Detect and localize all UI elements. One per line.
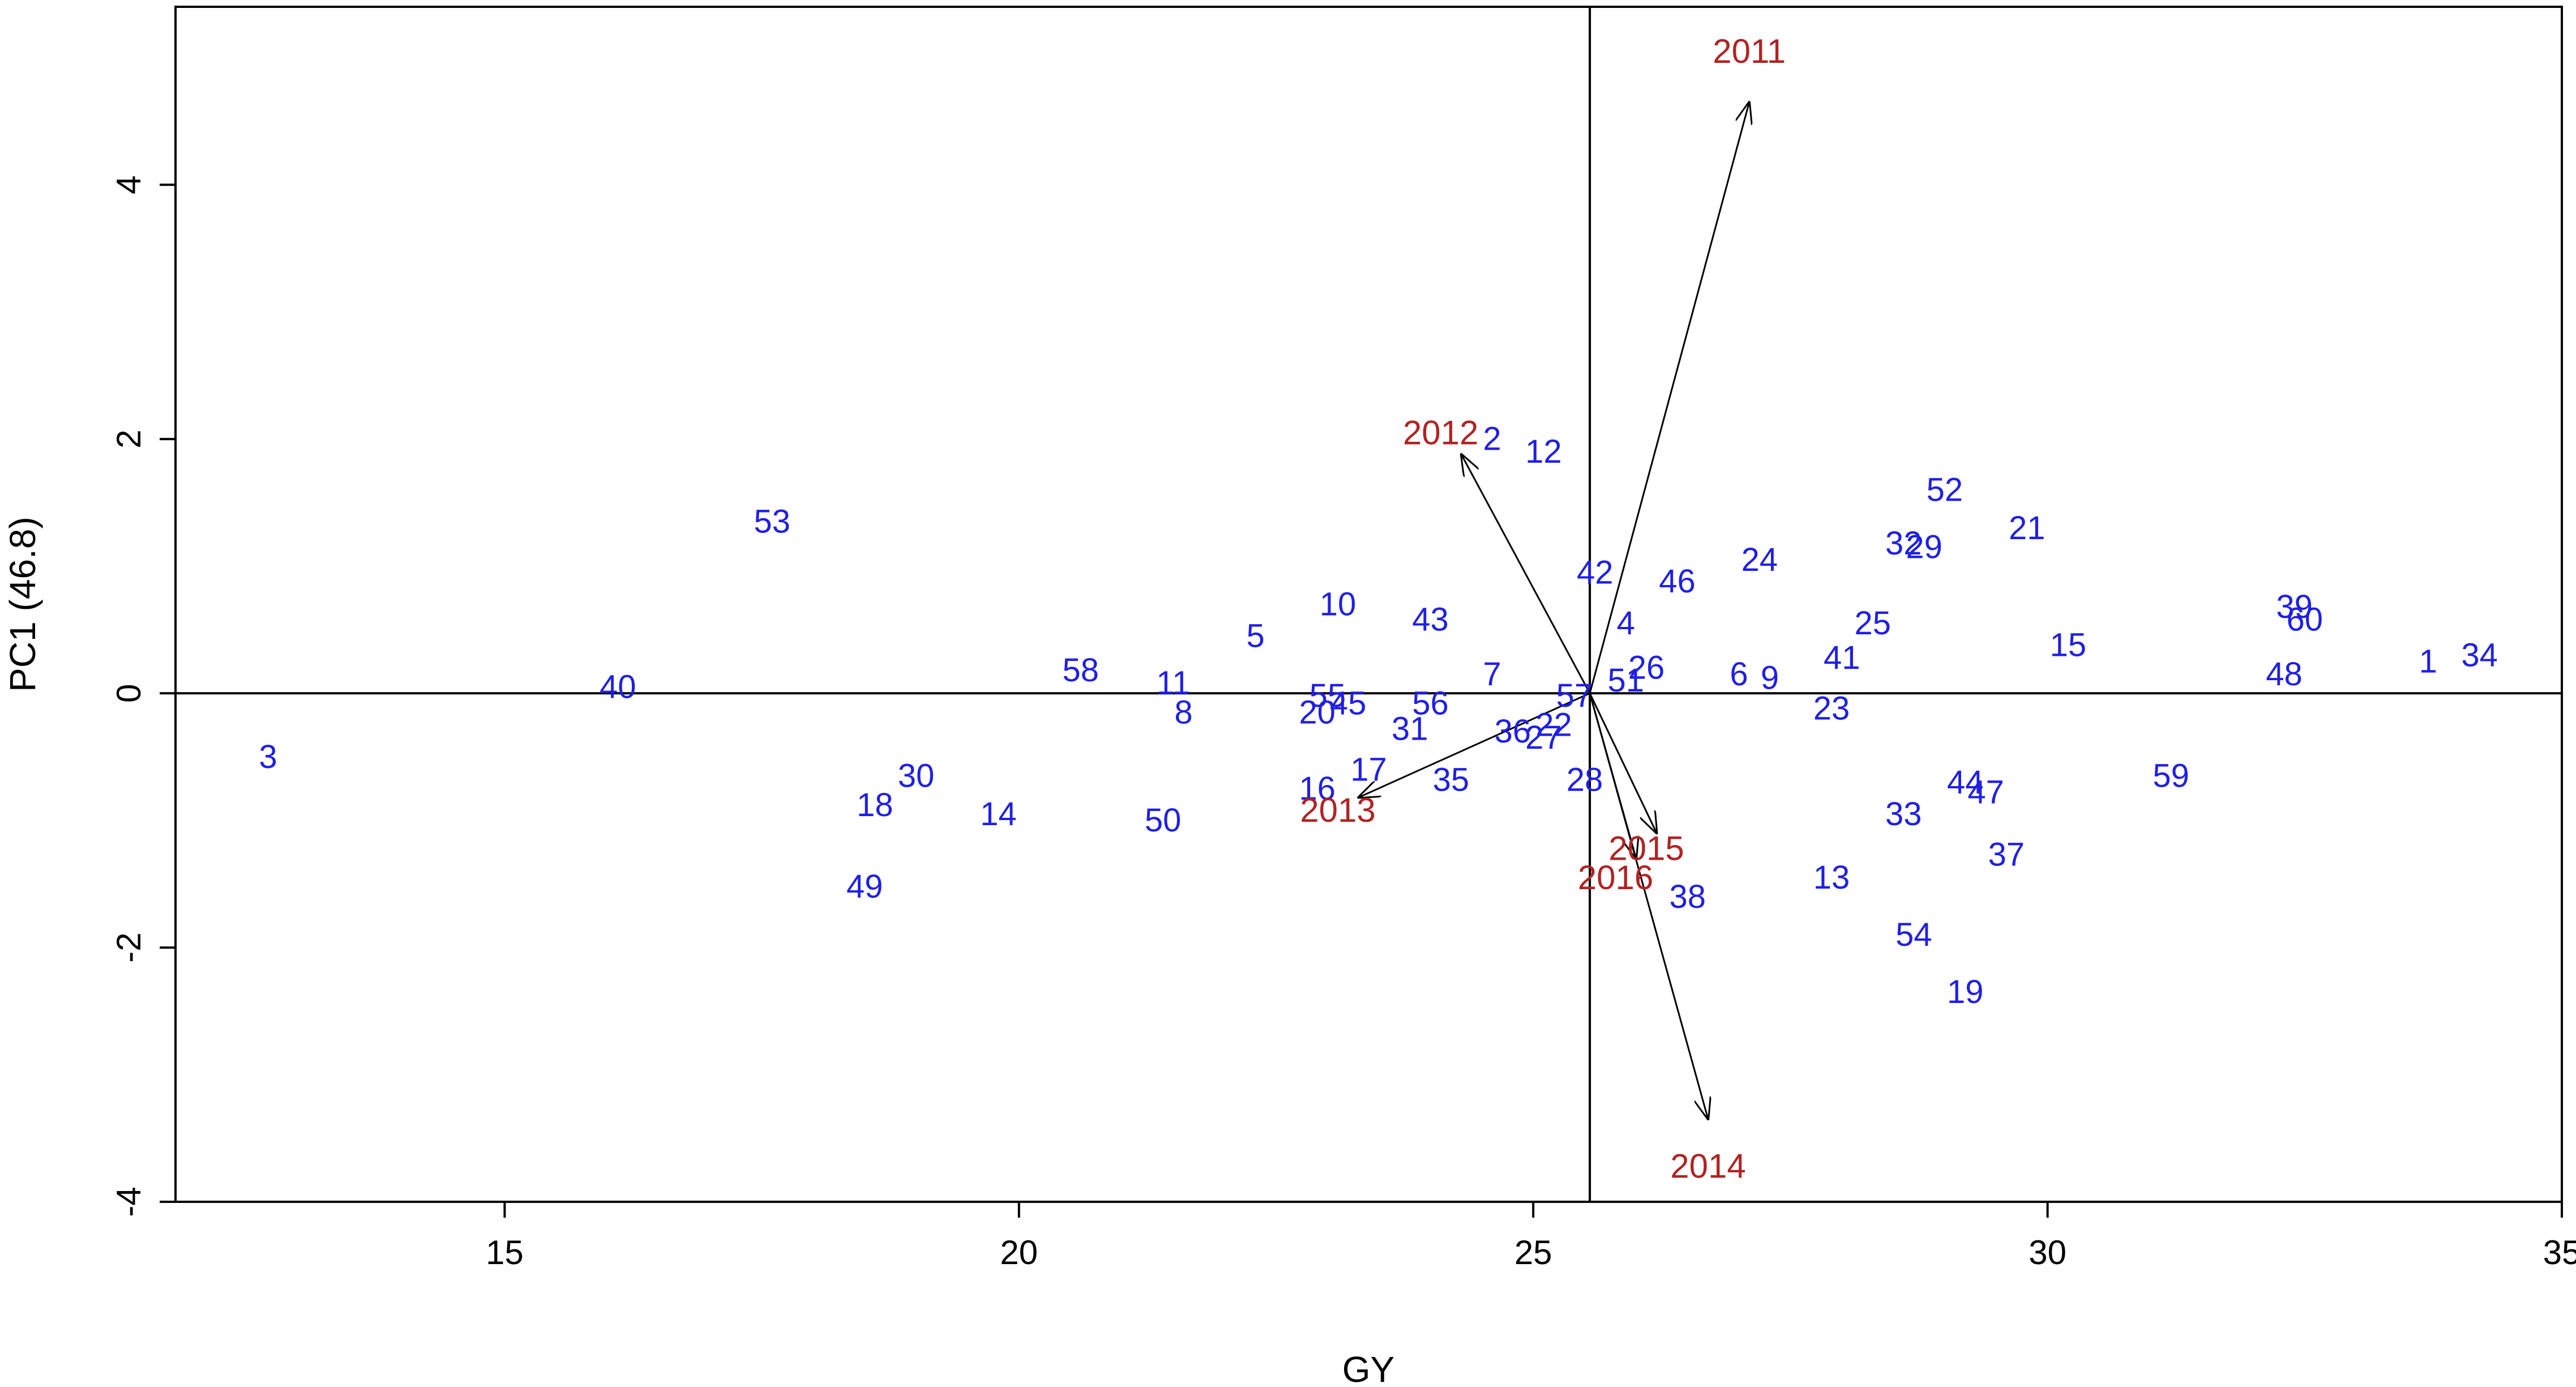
genotype-label-8: 8 [1174,694,1192,731]
y-tick-label: -2 [110,932,148,962]
genotype-label-17: 17 [1350,751,1387,788]
genotype-label-14: 14 [980,796,1017,833]
genotype-label-12: 12 [1525,433,1562,470]
genotype-label-44: 44 [1947,764,1984,801]
genotype-label-20: 20 [1299,694,1336,731]
genotype-label-16: 16 [1299,770,1336,807]
genotype-label-18: 18 [857,787,893,823]
genotype-label-49: 49 [846,868,883,905]
genotype-label-7: 7 [1483,656,1501,693]
reference-lines [176,7,2562,1202]
genotype-label-26: 26 [1628,650,1665,686]
genotype-label-15: 15 [2050,626,2087,663]
plot-frame [174,6,2563,1203]
y-axis: -4 -2 0 2 4 [110,176,176,1217]
genotype-label-33: 33 [1885,796,1922,833]
genotype-label-29: 29 [1906,528,1942,565]
genotype-label-10: 10 [1320,586,1357,623]
y-tick-label: 0 [110,684,148,702]
genotype-label-30: 30 [898,758,935,795]
genotype-label-5: 5 [1247,618,1265,655]
genotype-label-51: 51 [1607,662,1644,699]
genotype-label-43: 43 [1412,601,1449,638]
genotype-label-22: 22 [1535,707,1572,744]
genotype-label-52: 52 [1927,471,1963,508]
genotype-label-47: 47 [1967,774,2004,811]
genotype-label-59: 59 [2153,758,2189,795]
genotype-label-40: 40 [600,668,636,705]
genotype-label-45: 45 [1330,685,1367,722]
environment-label-2011: 2011 [1713,32,1786,70]
genotype-label-32: 32 [1885,525,1922,562]
genotype-label-27: 27 [1525,719,1562,756]
genotype-label-58: 58 [1063,652,1099,689]
genotype-label-41: 41 [1824,639,1860,676]
genotype-label-9: 9 [1761,660,1779,697]
x-axis-title: GY [1342,1349,1394,1387]
genotype-label-1: 1 [2419,643,2437,680]
y-tick-label: 4 [110,176,148,194]
genotype-label-11: 11 [1156,665,1190,702]
genotype-label-54: 54 [1895,916,1932,953]
genotype-label-21: 21 [2009,510,2046,547]
genotype-label-42: 42 [1577,554,1614,591]
genotype-label-53: 53 [754,503,790,540]
x-tick-label: 20 [1000,1234,1038,1271]
genotype-label-23: 23 [1813,690,1850,727]
environment-label-2014: 2014 [1670,1147,1745,1185]
genotype-label-39: 39 [2276,588,2313,625]
environment-label-2016: 2016 [1578,859,1653,897]
genotype-label-24: 24 [1741,541,1778,578]
genotype-label-13: 13 [1813,859,1850,896]
genotype-label-2: 2 [1483,421,1501,458]
environment-vector-2012 [1461,454,1591,694]
genotype-label-46: 46 [1659,563,1696,600]
x-tick-label: 15 [486,1234,524,1271]
genotype-label-38: 38 [1669,878,1706,915]
environment-label-2013: 2013 [1300,791,1375,829]
environment-vector-2013 [1358,692,1590,797]
genotype-label-60: 60 [2287,601,2323,638]
genotype-label-37: 37 [1988,837,2025,873]
genotype-label-48: 48 [2266,656,2303,693]
environment-label-2012: 2012 [1403,413,1478,451]
genotype-label-35: 35 [1433,761,1470,798]
x-tick-label: 25 [1514,1234,1552,1271]
genotype-label-57: 57 [1556,677,1593,714]
genotype-label-36: 36 [1495,713,1531,750]
x-tick-label: 30 [2029,1234,2066,1271]
genotype-label-25: 25 [1854,605,1891,642]
genotype-label-56: 56 [1412,685,1449,722]
genotype-label-55: 55 [1310,677,1346,714]
genotype-label-28: 28 [1567,761,1603,798]
y-tick-label: -4 [110,1187,148,1217]
y-tick-label: 2 [110,430,148,449]
x-axis: 15 20 25 30 35 [486,1202,2576,1271]
y-axis-title: PC1 (46.8) [2,517,43,692]
x-tick-label: 35 [2543,1234,2576,1271]
environment-vector-2016 [1589,693,1636,859]
environment-vector-2015 [1589,693,1657,833]
genotype-label-34: 34 [2461,637,2498,673]
genotype-label-31: 31 [1392,710,1428,747]
genotype-label-19: 19 [1947,974,1984,1010]
genotype-label-50: 50 [1145,802,1182,839]
environment-vector-2011 [1589,102,1749,694]
environment-vectors [1358,102,1749,1119]
genotype-label-3: 3 [259,739,277,775]
genotype-label-4: 4 [1617,605,1635,642]
environment-label-2015: 2015 [1608,829,1684,867]
genotype-label-6: 6 [1730,656,1748,693]
